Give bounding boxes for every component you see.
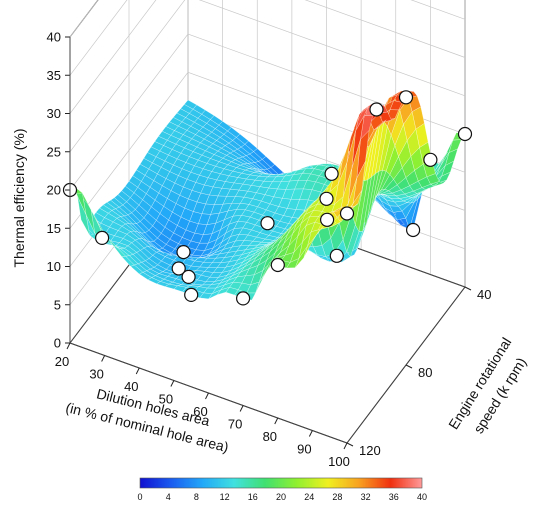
- y-tick-mark: [464, 286, 472, 291]
- colorbar-tick-label: 16: [248, 492, 258, 502]
- x-tick-label: 80: [263, 429, 277, 444]
- surface-mesh: [69, 90, 466, 301]
- z-tick-label: 10: [47, 259, 61, 274]
- colorbar: [139, 477, 423, 489]
- y-tick-label: 120: [359, 443, 381, 458]
- data-point-marker: [339, 206, 355, 221]
- data-point-marker: [329, 248, 344, 263]
- data-point-marker: [369, 102, 384, 117]
- x-tick-label: 40: [124, 379, 138, 394]
- z-tick-label: 15: [47, 221, 61, 236]
- colorbar-tick-label: 4: [166, 492, 171, 502]
- data-point-marker: [406, 222, 421, 238]
- x-tick-mark: [101, 355, 106, 362]
- data-point-marker: [181, 269, 196, 284]
- z-tick-label: 0: [54, 336, 61, 351]
- z-tick-label: 20: [47, 183, 61, 198]
- x-tick-mark: [308, 430, 313, 437]
- data-point-marker: [319, 191, 334, 206]
- z-gridline: [69, 0, 466, 76]
- data-point-marker: [398, 90, 414, 105]
- colorbar-tick-label: 12: [220, 492, 230, 502]
- x-tick-mark: [274, 417, 279, 425]
- data-point-marker: [236, 291, 251, 306]
- data-point-marker: [423, 152, 438, 167]
- x-tick-label: 90: [297, 442, 311, 457]
- z-tick-label: 35: [47, 68, 61, 83]
- colorbar-tick-label: 40: [417, 492, 427, 502]
- data-point-marker: [270, 257, 285, 273]
- data-point-marker: [320, 212, 335, 227]
- colorbar-tick-label: 24: [304, 492, 314, 502]
- colorbar-tick-label: 0: [137, 492, 142, 502]
- colorbar-tick-label: 8: [194, 492, 199, 502]
- x-tick-mark: [170, 380, 175, 387]
- colorbar-tick-label: 36: [389, 492, 399, 502]
- y-tick-label: 80: [418, 365, 432, 380]
- z-gridline: [69, 0, 466, 114]
- x-tick-label: 60: [193, 404, 207, 419]
- data-points: [62, 90, 473, 306]
- data-point-marker: [184, 287, 199, 302]
- data-point-marker: [171, 261, 186, 276]
- data-point-marker: [457, 126, 473, 142]
- z-axis-title: Thermal efficiency (%): [11, 128, 27, 267]
- z-tick-label: 40: [47, 30, 61, 45]
- data-point-marker: [176, 245, 191, 260]
- y-tick-mark: [346, 442, 354, 447]
- x-tick-label: 100: [328, 454, 350, 469]
- x-tick-mark: [135, 367, 140, 375]
- x-tick-mark: [66, 342, 71, 350]
- y-tick-mark: [405, 364, 413, 369]
- z-tick-label: 5: [54, 297, 61, 312]
- colorbar-tick-label: 20: [276, 492, 286, 502]
- x-tick-label: 30: [89, 367, 103, 382]
- colorbar-ticks: 0 4 8 12 16 20 24 28 32 36 40: [137, 492, 427, 502]
- data-point-marker: [260, 216, 275, 231]
- x-tick-mark: [239, 405, 244, 412]
- z-tick-label: 30: [47, 106, 61, 121]
- y-tick-label: 40: [477, 287, 491, 302]
- axis-ticks: 0 5 10 15 20 25 30 35 40 20 30 40 50 60 70 80 90 100 40 80 1…: [47, 30, 492, 470]
- z-tick-label: 25: [47, 144, 61, 159]
- colorbar-tick-label: 32: [361, 492, 371, 502]
- x-tick-mark: [205, 392, 209, 400]
- data-point-marker: [324, 166, 339, 181]
- x-tick-label: 50: [159, 392, 173, 407]
- x-tick-label: 20: [55, 354, 69, 369]
- z-gridline: [69, 0, 466, 153]
- data-point-marker: [94, 230, 110, 245]
- colorbar-tick-label: 28: [332, 492, 342, 502]
- x-tick-mark: [343, 442, 348, 450]
- x-tick-label: 70: [228, 417, 242, 432]
